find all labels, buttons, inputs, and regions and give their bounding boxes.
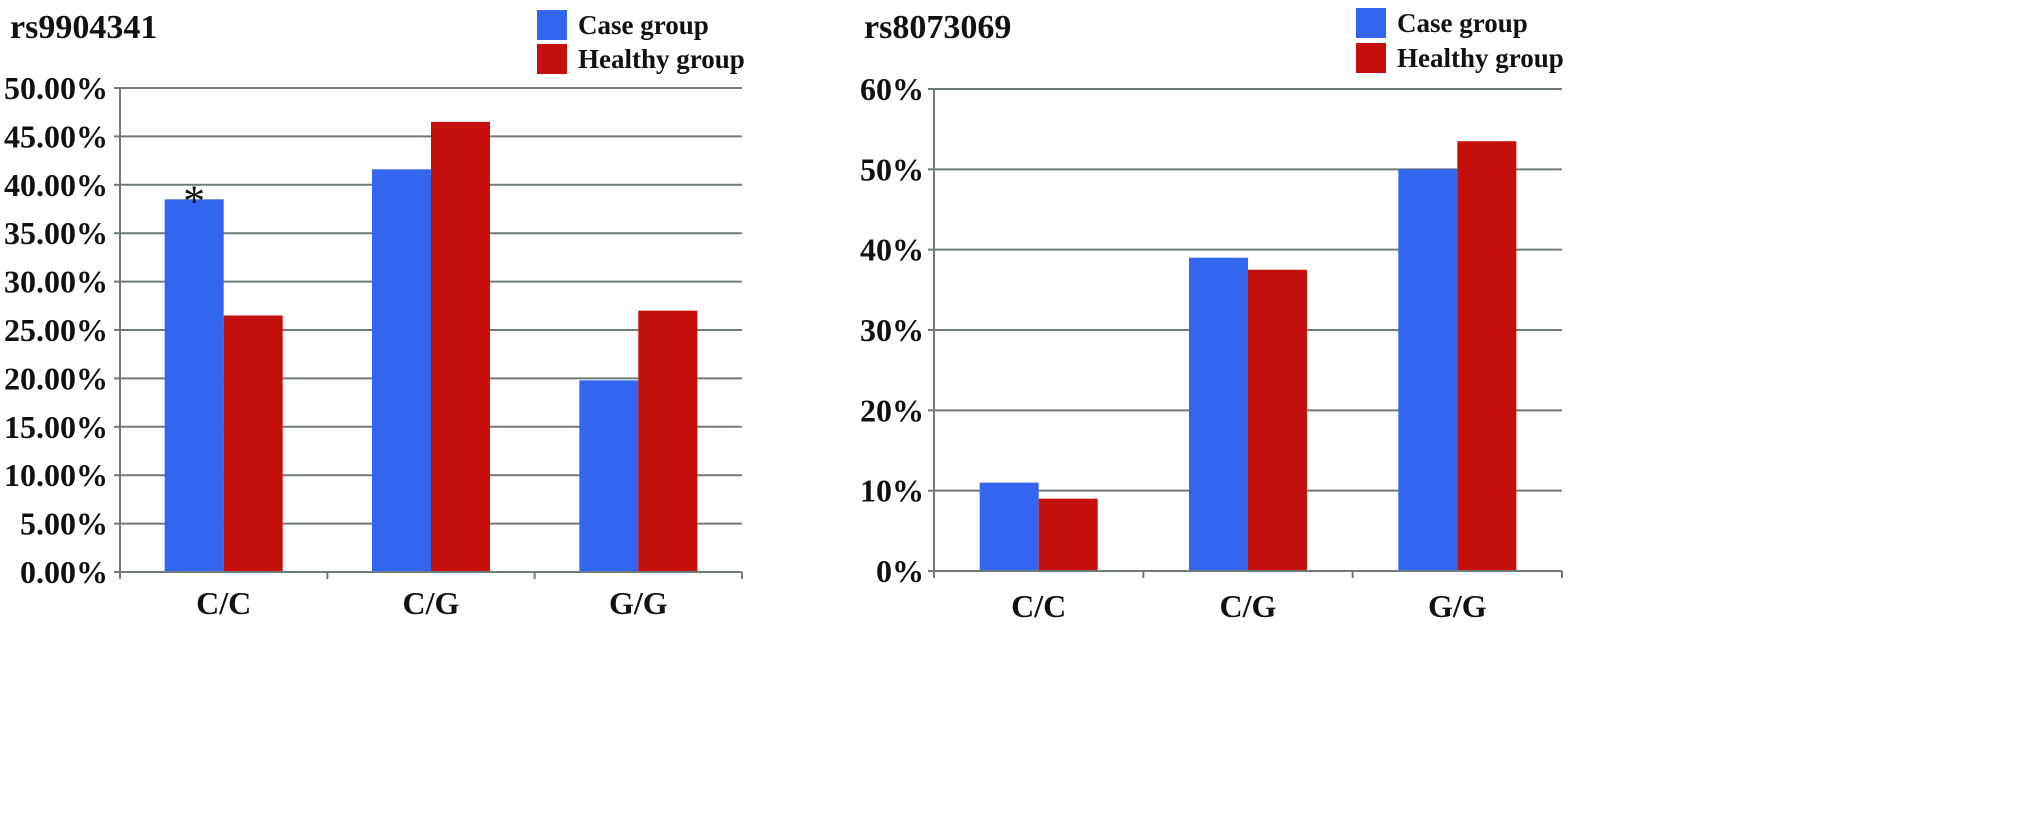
chart1-legend-swatch-case: [537, 10, 567, 40]
chart1-legend-swatch-healthy: [537, 44, 567, 74]
chart2-bar-healthy-gg: [1457, 141, 1517, 571]
chart2-legend-label-healthy: Healthy group: [1397, 43, 1564, 73]
chart2-y-tick-label: 10%: [860, 473, 924, 509]
chart1-y-tick-label: 25.00%: [4, 312, 108, 348]
chart1-significance-marker: *: [183, 176, 205, 225]
chart1-y-tick-label: 10.00%: [4, 457, 108, 493]
chart2-legend-swatch-healthy: [1356, 43, 1386, 73]
chart1-bar-healthy-cg: [431, 121, 490, 572]
chart1-x-tick-label: C/G: [403, 585, 460, 621]
chart1-y-tick-label: 40.00%: [4, 167, 108, 203]
chart1-y-tick-label: 20.00%: [4, 360, 108, 396]
chart1-x-tick-label: G/G: [609, 585, 668, 621]
chart2-y-tick-label: 0%: [876, 553, 924, 589]
chart1-title: rs9904341: [10, 9, 157, 46]
chart2-x-tick-label: C/C: [1011, 588, 1066, 624]
chart1-y-tick-label: 50.00%: [4, 70, 108, 106]
chart2-bar-healthy-cc: [1038, 498, 1098, 571]
chart1-bar-healthy-cc: [223, 315, 283, 572]
chart2-y-tick-label: 40%: [860, 232, 924, 268]
chart2-bar-case-cc: [979, 482, 1039, 571]
chart1-y-tick-label: 35.00%: [4, 215, 108, 251]
chart2-y-tick-label: 20%: [860, 392, 924, 428]
chart2-y-tick-label: 50%: [860, 151, 924, 187]
chart1-y-tick-label: 0.00%: [20, 554, 108, 590]
chart2-legend-label-case: Case group: [1397, 8, 1528, 38]
chart1-bar-case-cg: [372, 169, 431, 572]
chart2-group: 0% 10% 20% 30% 40% 50% 60% C/C C/G G/G rs8073069 Ca…: [860, 8, 1564, 624]
chart1-bar-case-cc: [164, 199, 224, 572]
chart1-legend-label-case: Case group: [578, 10, 709, 40]
chart1-legend-label-healthy: Healthy group: [578, 44, 745, 74]
chart1-y-tick-label: 30.00%: [4, 264, 108, 300]
chart2-legend-swatch-case: [1356, 8, 1386, 38]
chart1-group: 0.00% 5.00% 10.00% 15.00% 20.00% 25.00% 30.00%…: [4, 9, 745, 621]
chart2-title: rs8073069: [864, 9, 1011, 46]
chart2-x-tick-label: C/G: [1220, 588, 1277, 624]
chart1-y-tick-label: 45.00%: [4, 118, 108, 154]
chart1-y-tick-label: 15.00%: [4, 409, 108, 445]
chart2-bar-healthy-cg: [1248, 269, 1307, 571]
chart1-bar-case-gg: [579, 380, 639, 572]
chart2-x-tick-label: G/G: [1428, 588, 1487, 624]
chart2-bar-case-cg: [1189, 257, 1248, 571]
chart1-bar-healthy-gg: [638, 310, 698, 572]
chart2-y-tick-label: 30%: [860, 312, 924, 348]
chart1-y-tick-label: 5.00%: [20, 506, 108, 542]
chart2-y-tick-label: 60%: [860, 71, 924, 107]
chart2-bar-case-gg: [1398, 169, 1458, 572]
chart1-x-tick-label: C/C: [196, 585, 251, 621]
